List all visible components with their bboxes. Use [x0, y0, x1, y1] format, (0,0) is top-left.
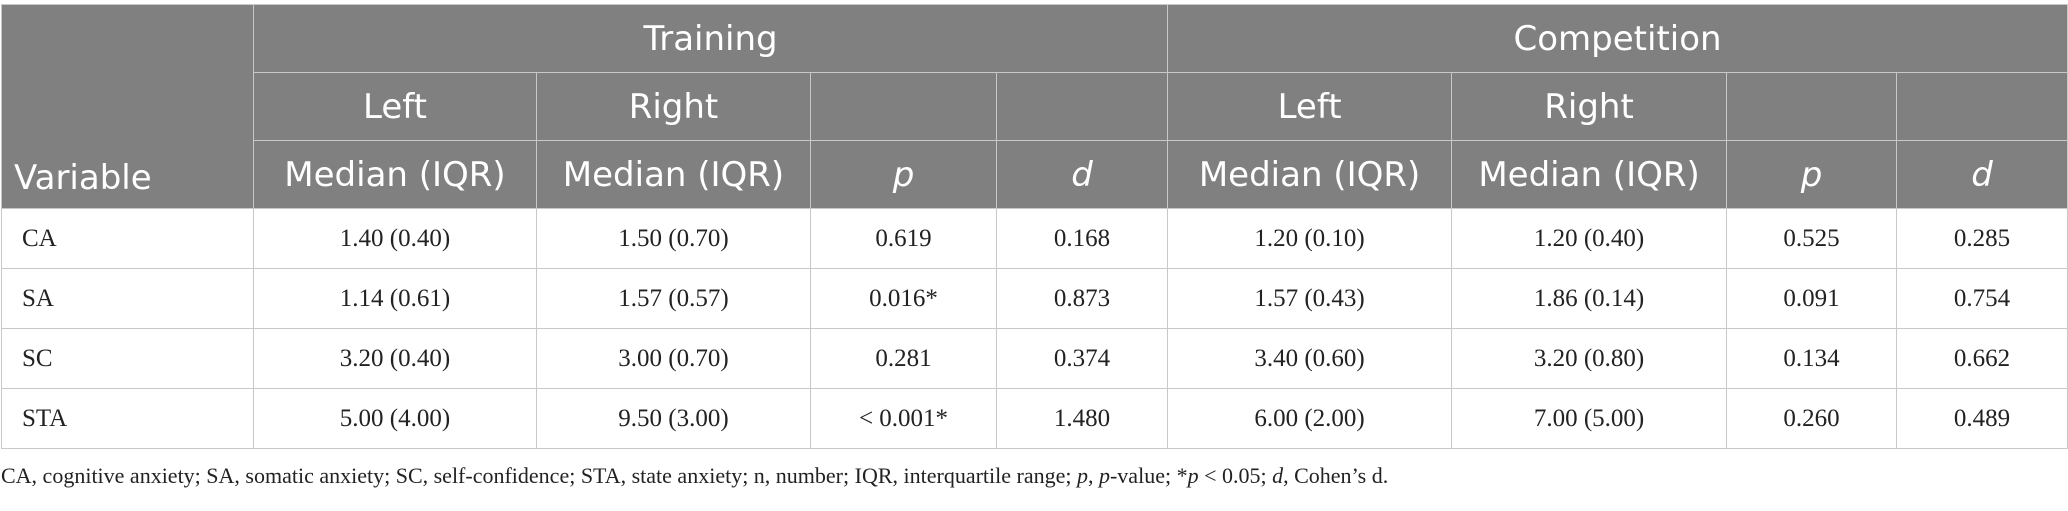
footnote-text-5: , Cohen’s d. [1283, 463, 1389, 488]
footnote-p-symbol: p [1076, 463, 1088, 488]
cell-train-left: 1.14 (0.61) [253, 268, 537, 329]
header-competition-left-median: Median (IQR) [1167, 140, 1453, 209]
header-training-d: d [995, 140, 1169, 209]
cell-train-p: 0.281 [810, 328, 997, 389]
table-footnote: CA, cognitive anxiety; SA, somatic anxie… [1, 463, 2068, 489]
cell-comp-left: 6.00 (2.00) [1167, 388, 1453, 449]
cell-comp-left: 3.40 (0.60) [1167, 328, 1453, 389]
footnote-text-2: , [1087, 463, 1099, 488]
footnote-p-symbol-3: p [1187, 463, 1199, 488]
header-training-left: Left [253, 72, 537, 141]
table-header: Variable Training Competition Left Right… [1, 4, 2068, 209]
header-training-blank-p [810, 72, 997, 141]
cell-variable: SA [1, 268, 254, 329]
cell-variable: STA [1, 388, 254, 449]
header-training-left-median: Median (IQR) [253, 140, 537, 209]
cell-comp-d: 0.754 [1896, 268, 2068, 329]
cell-train-right: 9.50 (3.00) [536, 388, 811, 449]
cell-comp-p: 0.260 [1726, 388, 1898, 449]
header-competition-left: Left [1167, 72, 1453, 141]
header-competition-blank-d [1896, 72, 2068, 141]
cell-variable: CA [1, 208, 254, 269]
table-container: Variable Training Competition Left Right… [0, 4, 2068, 489]
cell-train-right: 3.00 (0.70) [536, 328, 811, 389]
table-row: SC 3.20 (0.40) 3.00 (0.70) 0.281 0.374 3… [1, 328, 2068, 389]
data-table: Variable Training Competition Left Right… [1, 4, 2068, 449]
cell-train-d: 1.480 [995, 388, 1169, 449]
header-competition-p: p [1726, 140, 1898, 209]
header-training-p: p [810, 140, 997, 209]
header-training-right-median: Median (IQR) [536, 140, 811, 209]
cell-comp-p: 0.134 [1726, 328, 1898, 389]
footnote-p-symbol-2: p [1098, 463, 1110, 488]
cell-train-left: 5.00 (4.00) [253, 388, 537, 449]
cell-train-left: 3.20 (0.40) [253, 328, 537, 389]
table-row: STA 5.00 (4.00) 9.50 (3.00) < 0.001* 1.4… [1, 388, 2068, 449]
cell-comp-right: 1.86 (0.14) [1451, 268, 1728, 329]
cell-comp-left: 1.20 (0.10) [1167, 208, 1453, 269]
cell-comp-d: 0.285 [1896, 208, 2068, 269]
header-training-blank-d [995, 72, 1169, 141]
header-training-right: Right [536, 72, 811, 141]
footnote-d-symbol: d [1272, 463, 1284, 488]
cell-comp-p: 0.091 [1726, 268, 1898, 329]
cell-train-p: < 0.001* [810, 388, 997, 449]
cell-comp-right: 7.00 (5.00) [1451, 388, 1728, 449]
header-variable: Variable [1, 4, 254, 209]
cell-comp-d: 0.489 [1896, 388, 2068, 449]
cell-comp-p: 0.525 [1726, 208, 1898, 269]
header-training: Training [252, 4, 1169, 73]
header-competition-blank-p [1726, 72, 1898, 141]
header-competition: Competition [1167, 4, 2068, 73]
cell-train-p: 0.016* [810, 268, 997, 329]
cell-train-d: 0.374 [995, 328, 1169, 389]
cell-train-p: 0.619 [810, 208, 997, 269]
cell-train-d: 0.168 [995, 208, 1169, 269]
header-competition-right-median: Median (IQR) [1451, 140, 1728, 209]
cell-comp-d: 0.662 [1896, 328, 2068, 389]
cell-train-right: 1.57 (0.57) [536, 268, 811, 329]
footnote-text-3: -value; * [1109, 463, 1188, 488]
footnote-text-1: CA, cognitive anxiety; SA, somatic anxie… [1, 463, 1077, 488]
table-row: CA 1.40 (0.40) 1.50 (0.70) 0.619 0.168 1… [1, 208, 2068, 269]
table-body: CA 1.40 (0.40) 1.50 (0.70) 0.619 0.168 1… [1, 208, 2068, 449]
cell-train-d: 0.873 [995, 268, 1169, 329]
cell-train-left: 1.40 (0.40) [253, 208, 537, 269]
footnote-text-4: < 0.05; [1198, 463, 1273, 488]
cell-comp-right: 3.20 (0.80) [1451, 328, 1728, 389]
cell-variable: SC [1, 328, 254, 389]
cell-comp-right: 1.20 (0.40) [1451, 208, 1728, 269]
header-competition-right: Right [1451, 72, 1728, 141]
table-row: SA 1.14 (0.61) 1.57 (0.57) 0.016* 0.873 … [1, 268, 2068, 329]
cell-comp-left: 1.57 (0.43) [1167, 268, 1453, 329]
cell-train-right: 1.50 (0.70) [536, 208, 811, 269]
header-competition-d: d [1896, 140, 2068, 209]
